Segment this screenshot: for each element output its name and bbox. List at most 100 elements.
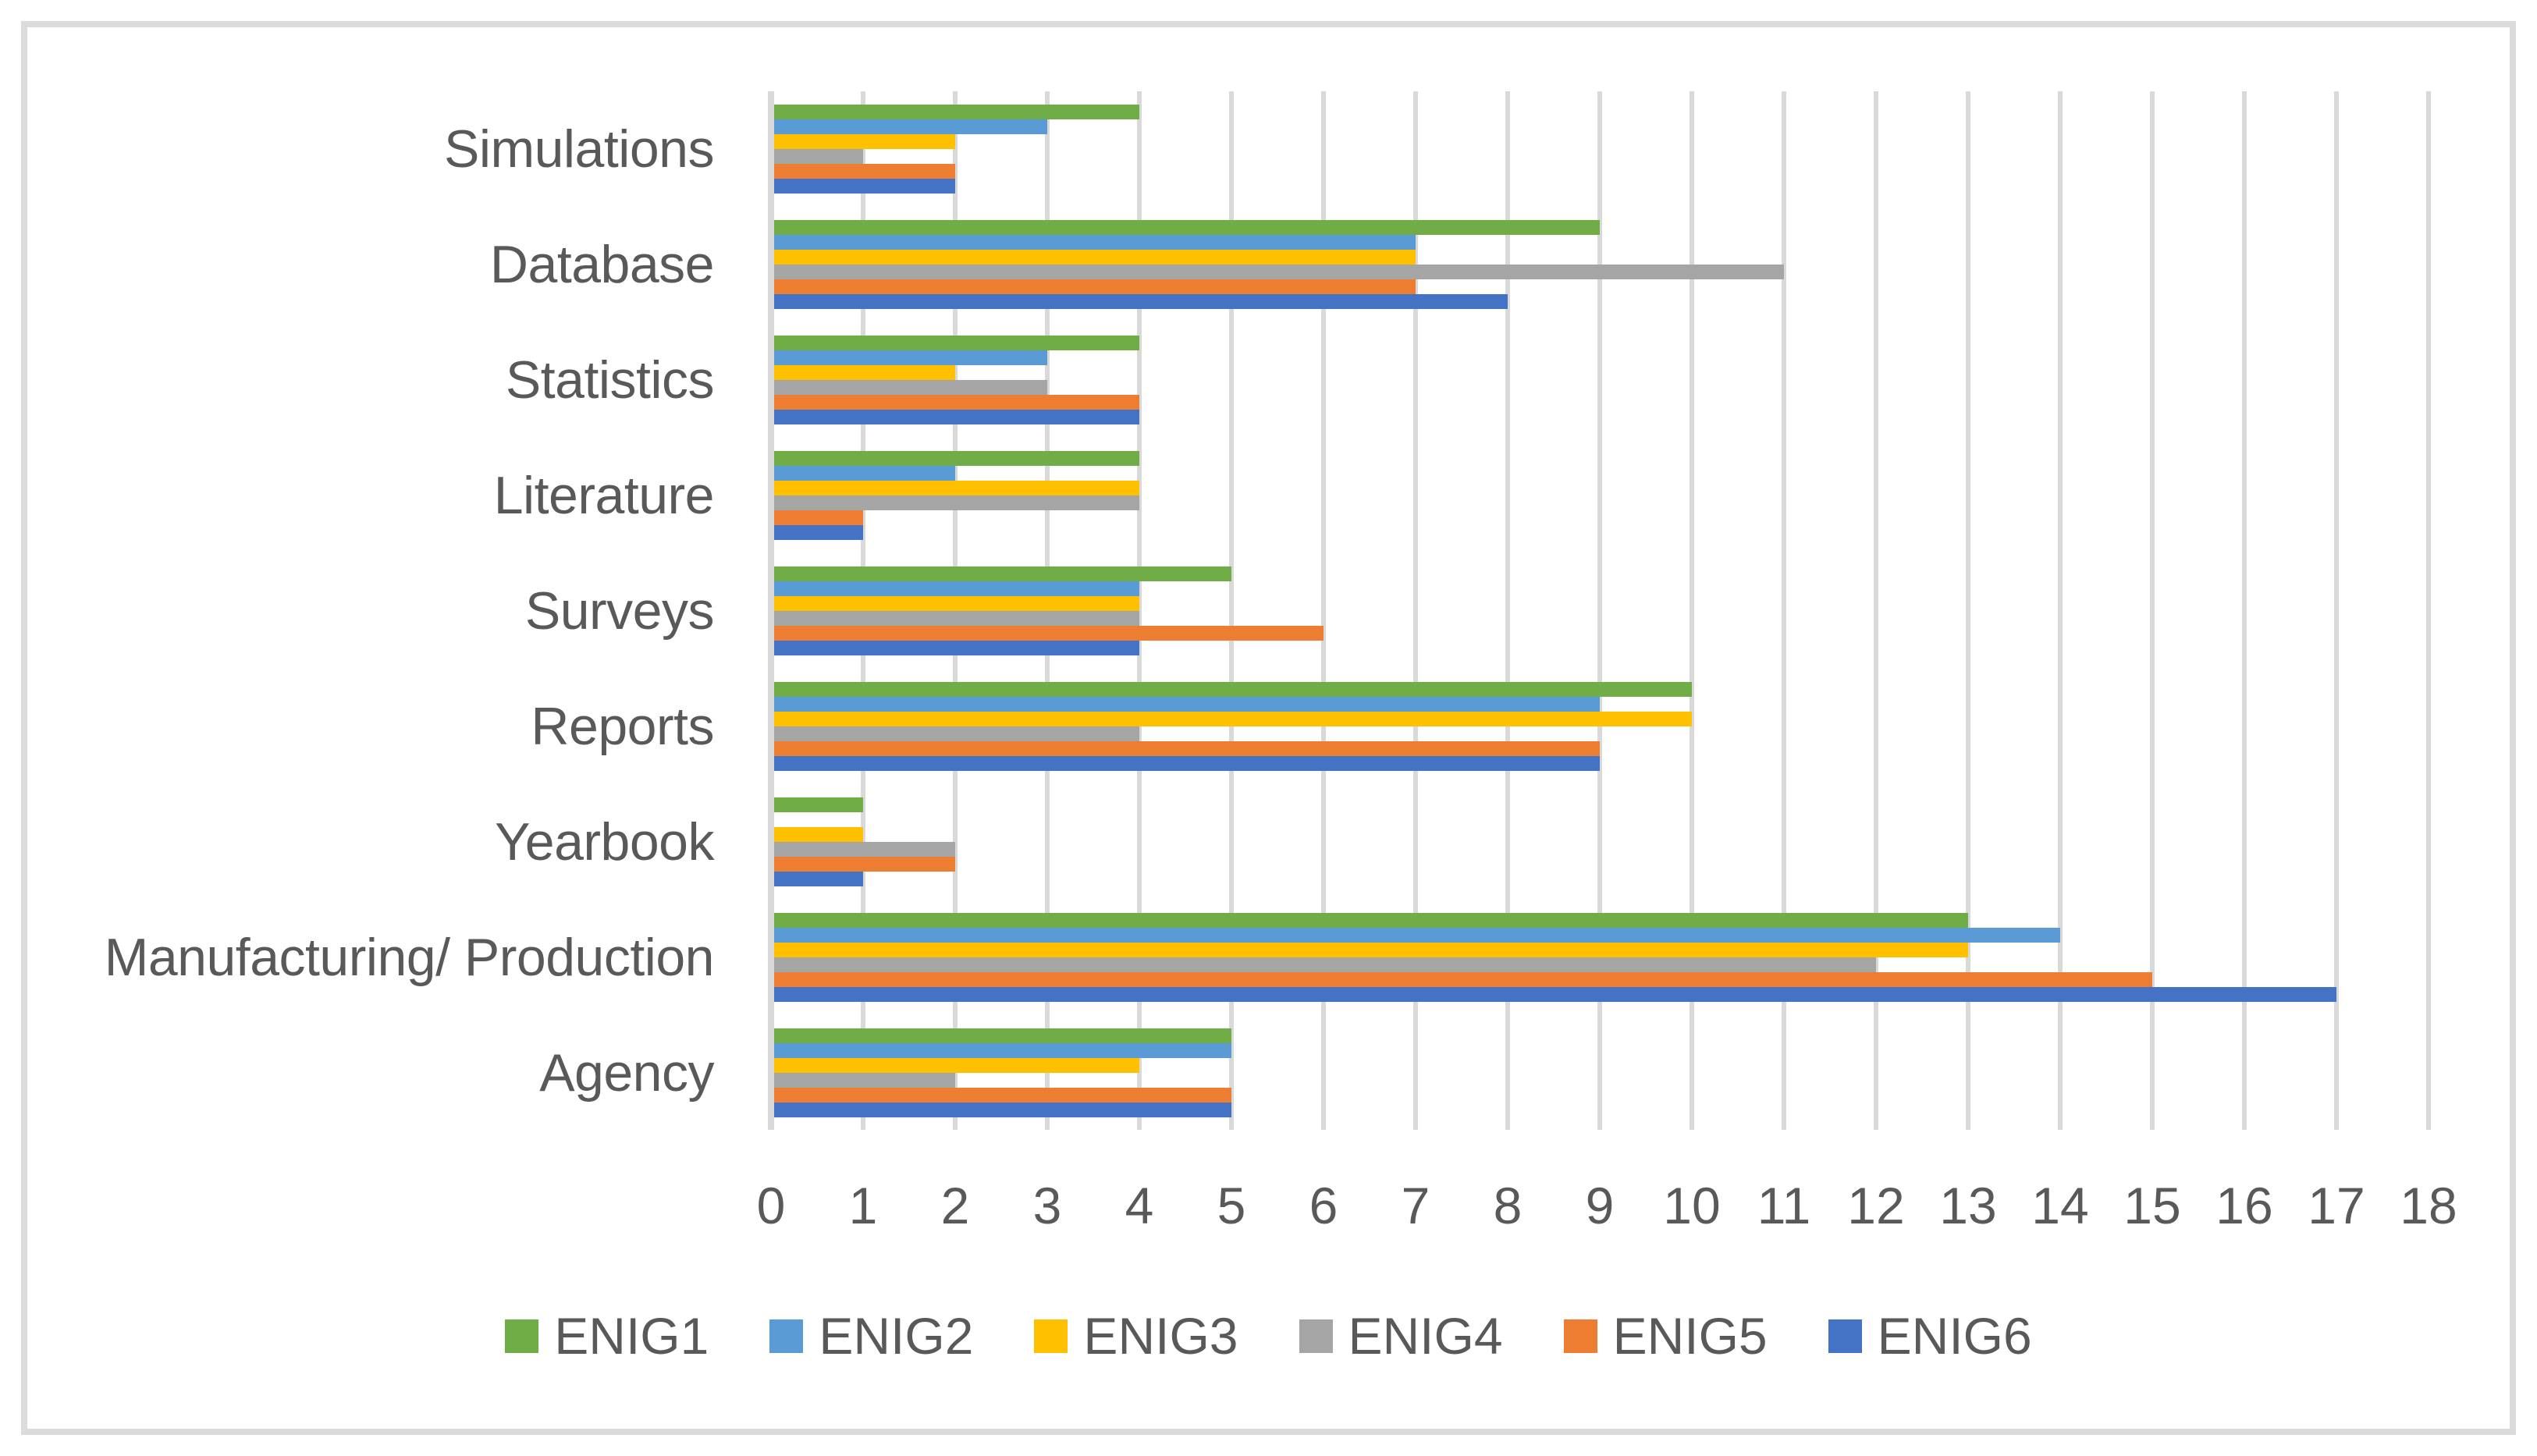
bar-enig3-literature <box>774 481 1139 495</box>
gridline <box>1137 91 1142 1130</box>
legend-label: ENIG2 <box>819 1307 974 1365</box>
bar-enig2-statistics <box>774 350 1047 365</box>
bar-enig3-manufacturing-production <box>774 943 1968 957</box>
x-tick-label-7: 7 <box>1401 1177 1430 1234</box>
legend-swatch-icon <box>1828 1319 1862 1353</box>
bar-enig4-agency <box>774 1073 955 1088</box>
x-tick-label-6: 6 <box>1309 1177 1338 1234</box>
x-tick-label-9: 9 <box>1585 1177 1615 1234</box>
bar-enig6-yearbook <box>774 872 863 886</box>
gridline <box>2334 91 2339 1130</box>
x-tick-label-3: 3 <box>1032 1177 1062 1234</box>
x-tick-label-18: 18 <box>2400 1177 2457 1234</box>
bar-enig5-database <box>774 279 1416 294</box>
bar-enig5-reports <box>774 741 1600 756</box>
x-tick-label-4: 4 <box>1125 1177 1154 1234</box>
category-label-agency: Agency <box>539 1043 714 1103</box>
legend-label: ENIG5 <box>1612 1307 1768 1365</box>
bar-enig4-manufacturing-production <box>774 957 1876 972</box>
bar-enig5-manufacturing-production <box>774 972 2152 987</box>
bar-enig2-surveys <box>774 581 1139 596</box>
bar-enig2-agency <box>774 1043 1231 1058</box>
gridline <box>2242 91 2247 1130</box>
legend-item-enig6: ENIG6 <box>1828 1306 2032 1365</box>
bar-enig1-manufacturing-production <box>774 913 1968 928</box>
x-tick-label-15: 15 <box>2123 1177 2181 1234</box>
bar-enig2-database <box>774 235 1416 250</box>
bar-enig4-literature <box>774 495 1139 510</box>
legend-item-enig4: ENIG4 <box>1299 1306 1503 1365</box>
legend: ENIG1 ENIG2 ENIG3 ENIG4 ENIG5 ENIG6 <box>0 1307 2537 1365</box>
legend-item-enig3: ENIG3 <box>1034 1306 1238 1365</box>
bar-enig4-statistics <box>774 380 1047 395</box>
bar-enig5-surveys <box>774 626 1324 641</box>
bar-enig4-database <box>774 265 1784 279</box>
gridline <box>1966 91 1970 1130</box>
x-tick-label-14: 14 <box>2031 1177 2089 1234</box>
bar-enig3-yearbook <box>774 827 863 842</box>
bar-enig5-agency <box>774 1088 1231 1103</box>
legend-item-enig5: ENIG5 <box>1563 1306 1768 1365</box>
bar-enig1-yearbook <box>774 797 863 812</box>
category-label-yearbook: Yearbook <box>495 812 714 872</box>
bar-enig6-simulations <box>774 179 955 194</box>
bar-enig6-database <box>774 294 1508 309</box>
gridline <box>1321 91 1326 1130</box>
category-label-statistics: Statistics <box>505 350 715 410</box>
category-label-surveys: Surveys <box>524 581 715 641</box>
bar-enig6-statistics <box>774 410 1139 424</box>
bar-enig2-manufacturing-production <box>774 928 2060 943</box>
legend-swatch-icon <box>505 1319 539 1353</box>
legend-label: ENIG3 <box>1083 1307 1238 1365</box>
bar-enig5-simulations <box>774 164 955 179</box>
x-tick-label-11: 11 <box>1757 1177 1811 1234</box>
bar-enig1-literature <box>774 451 1139 466</box>
gridline <box>1505 91 1510 1130</box>
gridline <box>2426 91 2431 1130</box>
gridline <box>1413 91 1418 1130</box>
x-tick-label-0: 0 <box>756 1177 786 1234</box>
bar-enig4-simulations <box>774 149 863 164</box>
bar-enig1-statistics <box>774 336 1139 350</box>
bar-enig3-surveys <box>774 596 1139 611</box>
bar-enig6-manufacturing-production <box>774 987 2336 1002</box>
legend-label: ENIG1 <box>554 1307 709 1365</box>
bar-enig6-surveys <box>774 641 1139 655</box>
bar-enig4-reports <box>774 726 1139 741</box>
category-label-simulations: Simulations <box>444 119 715 179</box>
category-label-database: Database <box>489 235 715 294</box>
bar-enig3-reports <box>774 712 1692 726</box>
bar-enig3-statistics <box>774 365 955 380</box>
gridline <box>1597 91 1602 1130</box>
value-axis-line <box>768 91 774 1130</box>
bar-enig2-simulations <box>774 119 1047 134</box>
category-label-manufacturing-production: Manufacturing/ Production <box>104 928 715 987</box>
bar-enig6-literature <box>774 525 863 540</box>
bar-enig6-reports <box>774 756 1600 771</box>
bar-enig1-surveys <box>774 566 1231 581</box>
x-tick-label-17: 17 <box>2308 1177 2365 1234</box>
x-tick-label-8: 8 <box>1493 1177 1523 1234</box>
category-label-reports: Reports <box>531 697 714 756</box>
gridline <box>2150 91 2155 1130</box>
bar-enig1-agency <box>774 1028 1231 1043</box>
legend-swatch-icon <box>1563 1319 1597 1353</box>
bar-enig5-literature <box>774 510 863 525</box>
gridline <box>2058 91 2063 1130</box>
bar-enig4-yearbook <box>774 842 955 857</box>
bar-enig3-database <box>774 250 1416 265</box>
bar-enig2-literature <box>774 466 955 481</box>
gridline <box>1782 91 1786 1130</box>
x-tick-label-12: 12 <box>1847 1177 1905 1234</box>
bar-enig6-agency <box>774 1103 1231 1117</box>
category-label-literature: Literature <box>493 466 715 525</box>
legend-item-enig2: ENIG2 <box>769 1306 973 1365</box>
bar-enig1-simulations <box>774 105 1139 119</box>
legend-item-enig1: ENIG1 <box>505 1306 709 1365</box>
x-tick-label-5: 5 <box>1217 1177 1246 1234</box>
gridline <box>1229 91 1234 1130</box>
legend-swatch-icon <box>769 1319 804 1353</box>
legend-label: ENIG4 <box>1348 1307 1503 1365</box>
x-tick-label-2: 2 <box>940 1177 970 1234</box>
